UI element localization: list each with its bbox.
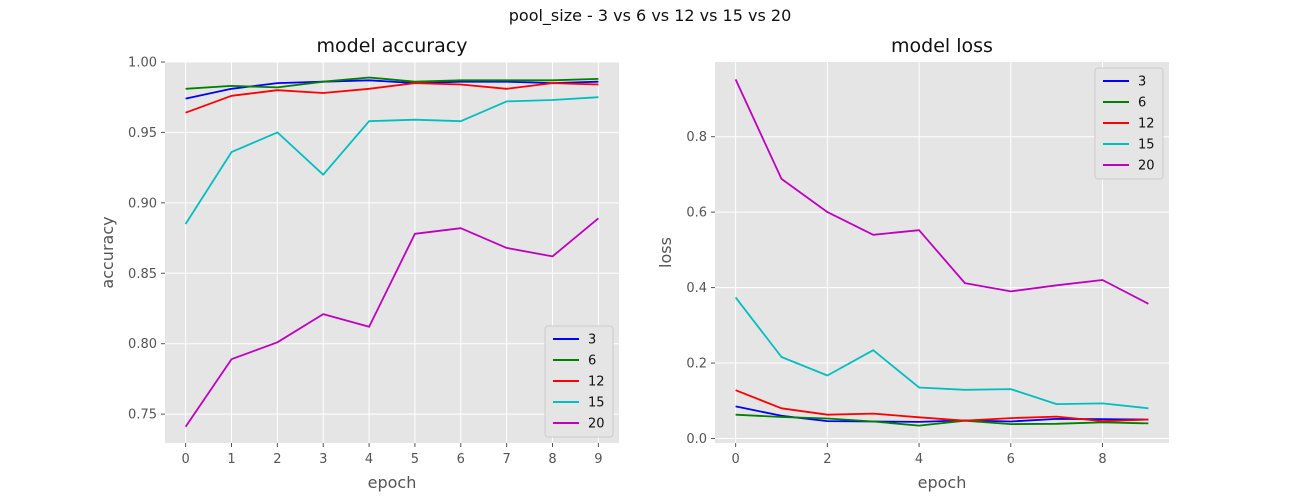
series-line-20 <box>734 79 1149 305</box>
legend-entry-15: 15 <box>1138 138 1155 153</box>
legend-entry-20: 20 <box>588 417 605 432</box>
y-tick-label: 0.2 <box>686 357 707 372</box>
series-line-6 <box>735 413 1149 427</box>
x-tick-label: 1 <box>227 452 235 467</box>
y-tick-label: 0.85 <box>128 267 157 282</box>
plot-title: model loss <box>891 35 993 57</box>
chart-panel-2: 0 2 4 6 8 0.0 0.2 0.4 0.6 0.8 model loss epoch loss 3… <box>656 35 1169 492</box>
x-axis-label: epoch <box>918 473 967 492</box>
y-axis-label: loss <box>656 237 675 268</box>
y-tick-label: 0.8 <box>686 130 707 145</box>
plot-area <box>715 62 1169 443</box>
x-axis-label: epoch <box>368 473 417 492</box>
x-tick-label: 0 <box>731 452 739 467</box>
figure-title: pool_size - 3 vs 6 vs 12 vs 15 vs 20 <box>508 6 792 25</box>
y-tick-label: 0.90 <box>128 196 157 211</box>
plot-title: model accuracy <box>317 35 468 57</box>
legend-entry-3: 3 <box>1138 75 1146 90</box>
x-tick-label: 9 <box>594 452 602 467</box>
series-line-20 <box>184 217 599 428</box>
legend-entry-6: 6 <box>1138 96 1146 111</box>
x-tick-label: 3 <box>319 452 327 467</box>
legend-entry-12: 12 <box>588 375 605 390</box>
series-line-15 <box>184 96 599 225</box>
legend-entry-20: 20 <box>1138 159 1155 174</box>
plot-area <box>165 62 619 443</box>
y-tick-label: 0.75 <box>128 408 157 423</box>
y-tick-label: 0.6 <box>686 206 707 221</box>
x-tick-label: 6 <box>1007 452 1015 467</box>
y-tick-label: 0.0 <box>686 432 707 447</box>
legend-entry-12: 12 <box>1138 117 1155 132</box>
y-tick-label: 1.00 <box>128 56 157 71</box>
x-tick-label: 2 <box>273 452 281 467</box>
chart-panel-1: 0 1 2 3 4 5 6 7 8 90.750.800.850.900.951.00model … <box>98 35 619 492</box>
legend-entry-15: 15 <box>588 396 605 411</box>
x-tick-label: 8 <box>548 452 556 467</box>
legend: 3 6 12 15 20 <box>544 325 614 438</box>
x-tick-label: 4 <box>365 452 373 467</box>
x-tick-label: 4 <box>915 452 923 467</box>
x-tick-label: 2 <box>823 452 831 467</box>
x-tick-label: 0 <box>181 452 189 467</box>
y-axis-label: accuracy <box>98 216 117 288</box>
x-tick-label: 7 <box>503 452 511 467</box>
y-tick-label: 0.95 <box>128 126 157 141</box>
series-line-12 <box>185 82 599 114</box>
x-tick-label: 8 <box>1098 452 1106 467</box>
x-tick-label: 5 <box>411 452 419 467</box>
series-line-6 <box>185 76 599 90</box>
x-tick-label: 6 <box>457 452 465 467</box>
series-line-12 <box>735 389 1149 423</box>
legend: 3 6 12 15 20 <box>1094 67 1164 180</box>
y-tick-label: 0.4 <box>686 281 707 296</box>
legend-entry-3: 3 <box>588 333 596 348</box>
legend-entry-6: 6 <box>588 354 596 369</box>
series-line-15 <box>734 296 1149 410</box>
y-tick-label: 0.80 <box>128 337 157 352</box>
